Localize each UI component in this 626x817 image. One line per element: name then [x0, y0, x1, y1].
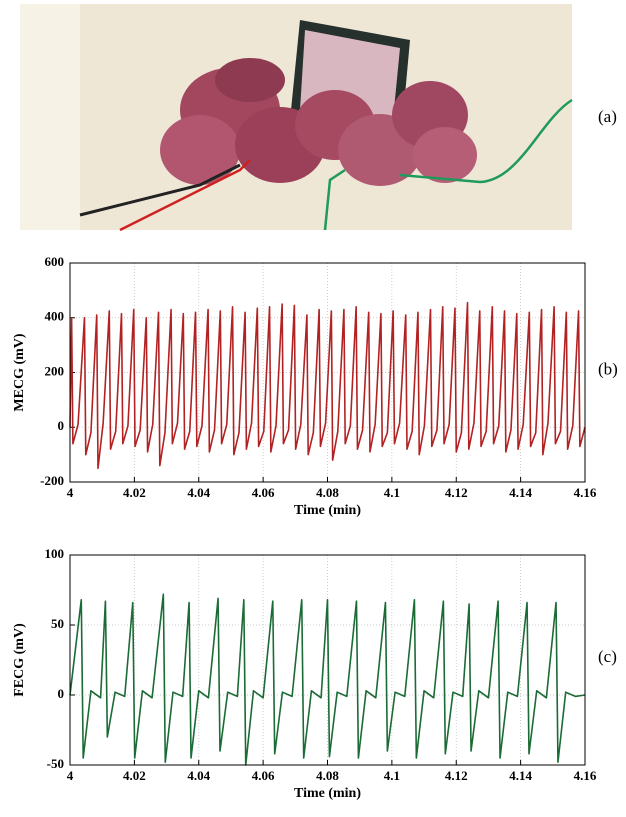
photo: (a)	[20, 4, 617, 232]
ecg-line	[69, 301, 586, 470]
panel-label: (c)	[598, 647, 617, 666]
x-tick-label: 4.16	[574, 485, 597, 500]
x-tick-label: 4.04	[187, 768, 210, 783]
x-tick-label: 4.14	[509, 768, 532, 783]
y-tick-label: 0	[58, 686, 65, 701]
y-tick-label: 50	[51, 616, 64, 631]
y-axis-label: MECG (mV)	[12, 333, 27, 411]
y-tick-label: 0	[58, 418, 65, 433]
y-tick-label: 400	[45, 309, 65, 324]
x-tick-label: 4.04	[187, 485, 210, 500]
x-tick-label: 4.02	[123, 768, 146, 783]
y-tick-label: 100	[45, 546, 65, 561]
y-axis-label: FECG (mV)	[12, 623, 27, 697]
x-tick-label: 4.14	[509, 485, 532, 500]
panel-label: (a)	[598, 107, 617, 126]
x-tick-label: 4.08	[316, 485, 339, 500]
x-tick-label: 4.16	[574, 768, 597, 783]
x-axis-label: Time (min)	[294, 503, 361, 518]
ecg-line	[69, 593, 586, 766]
x-tick-label: 4.1	[384, 768, 400, 783]
x-tick-label: 4.1	[384, 485, 400, 500]
x-tick-label: 4.06	[252, 485, 275, 500]
x-tick-label: 4.02	[123, 485, 146, 500]
x-tick-label: 4.12	[445, 485, 468, 500]
y-tick-label: -50	[47, 756, 64, 771]
x-tick-label: 4.08	[316, 768, 339, 783]
panel-label: (b)	[598, 359, 618, 378]
y-tick-label: -200	[40, 473, 64, 488]
plot-frame	[69, 262, 586, 483]
x-tick-label: 4	[67, 485, 74, 500]
y-tick-label: 600	[45, 254, 65, 269]
x-tick-label: 4.06	[252, 768, 275, 783]
x-tick-label: 4	[67, 768, 74, 783]
plot-frame	[69, 554, 586, 766]
y-tick-label: 200	[45, 363, 65, 378]
x-axis-label: Time (min)	[294, 786, 361, 801]
x-tick-label: 4.12	[445, 768, 468, 783]
